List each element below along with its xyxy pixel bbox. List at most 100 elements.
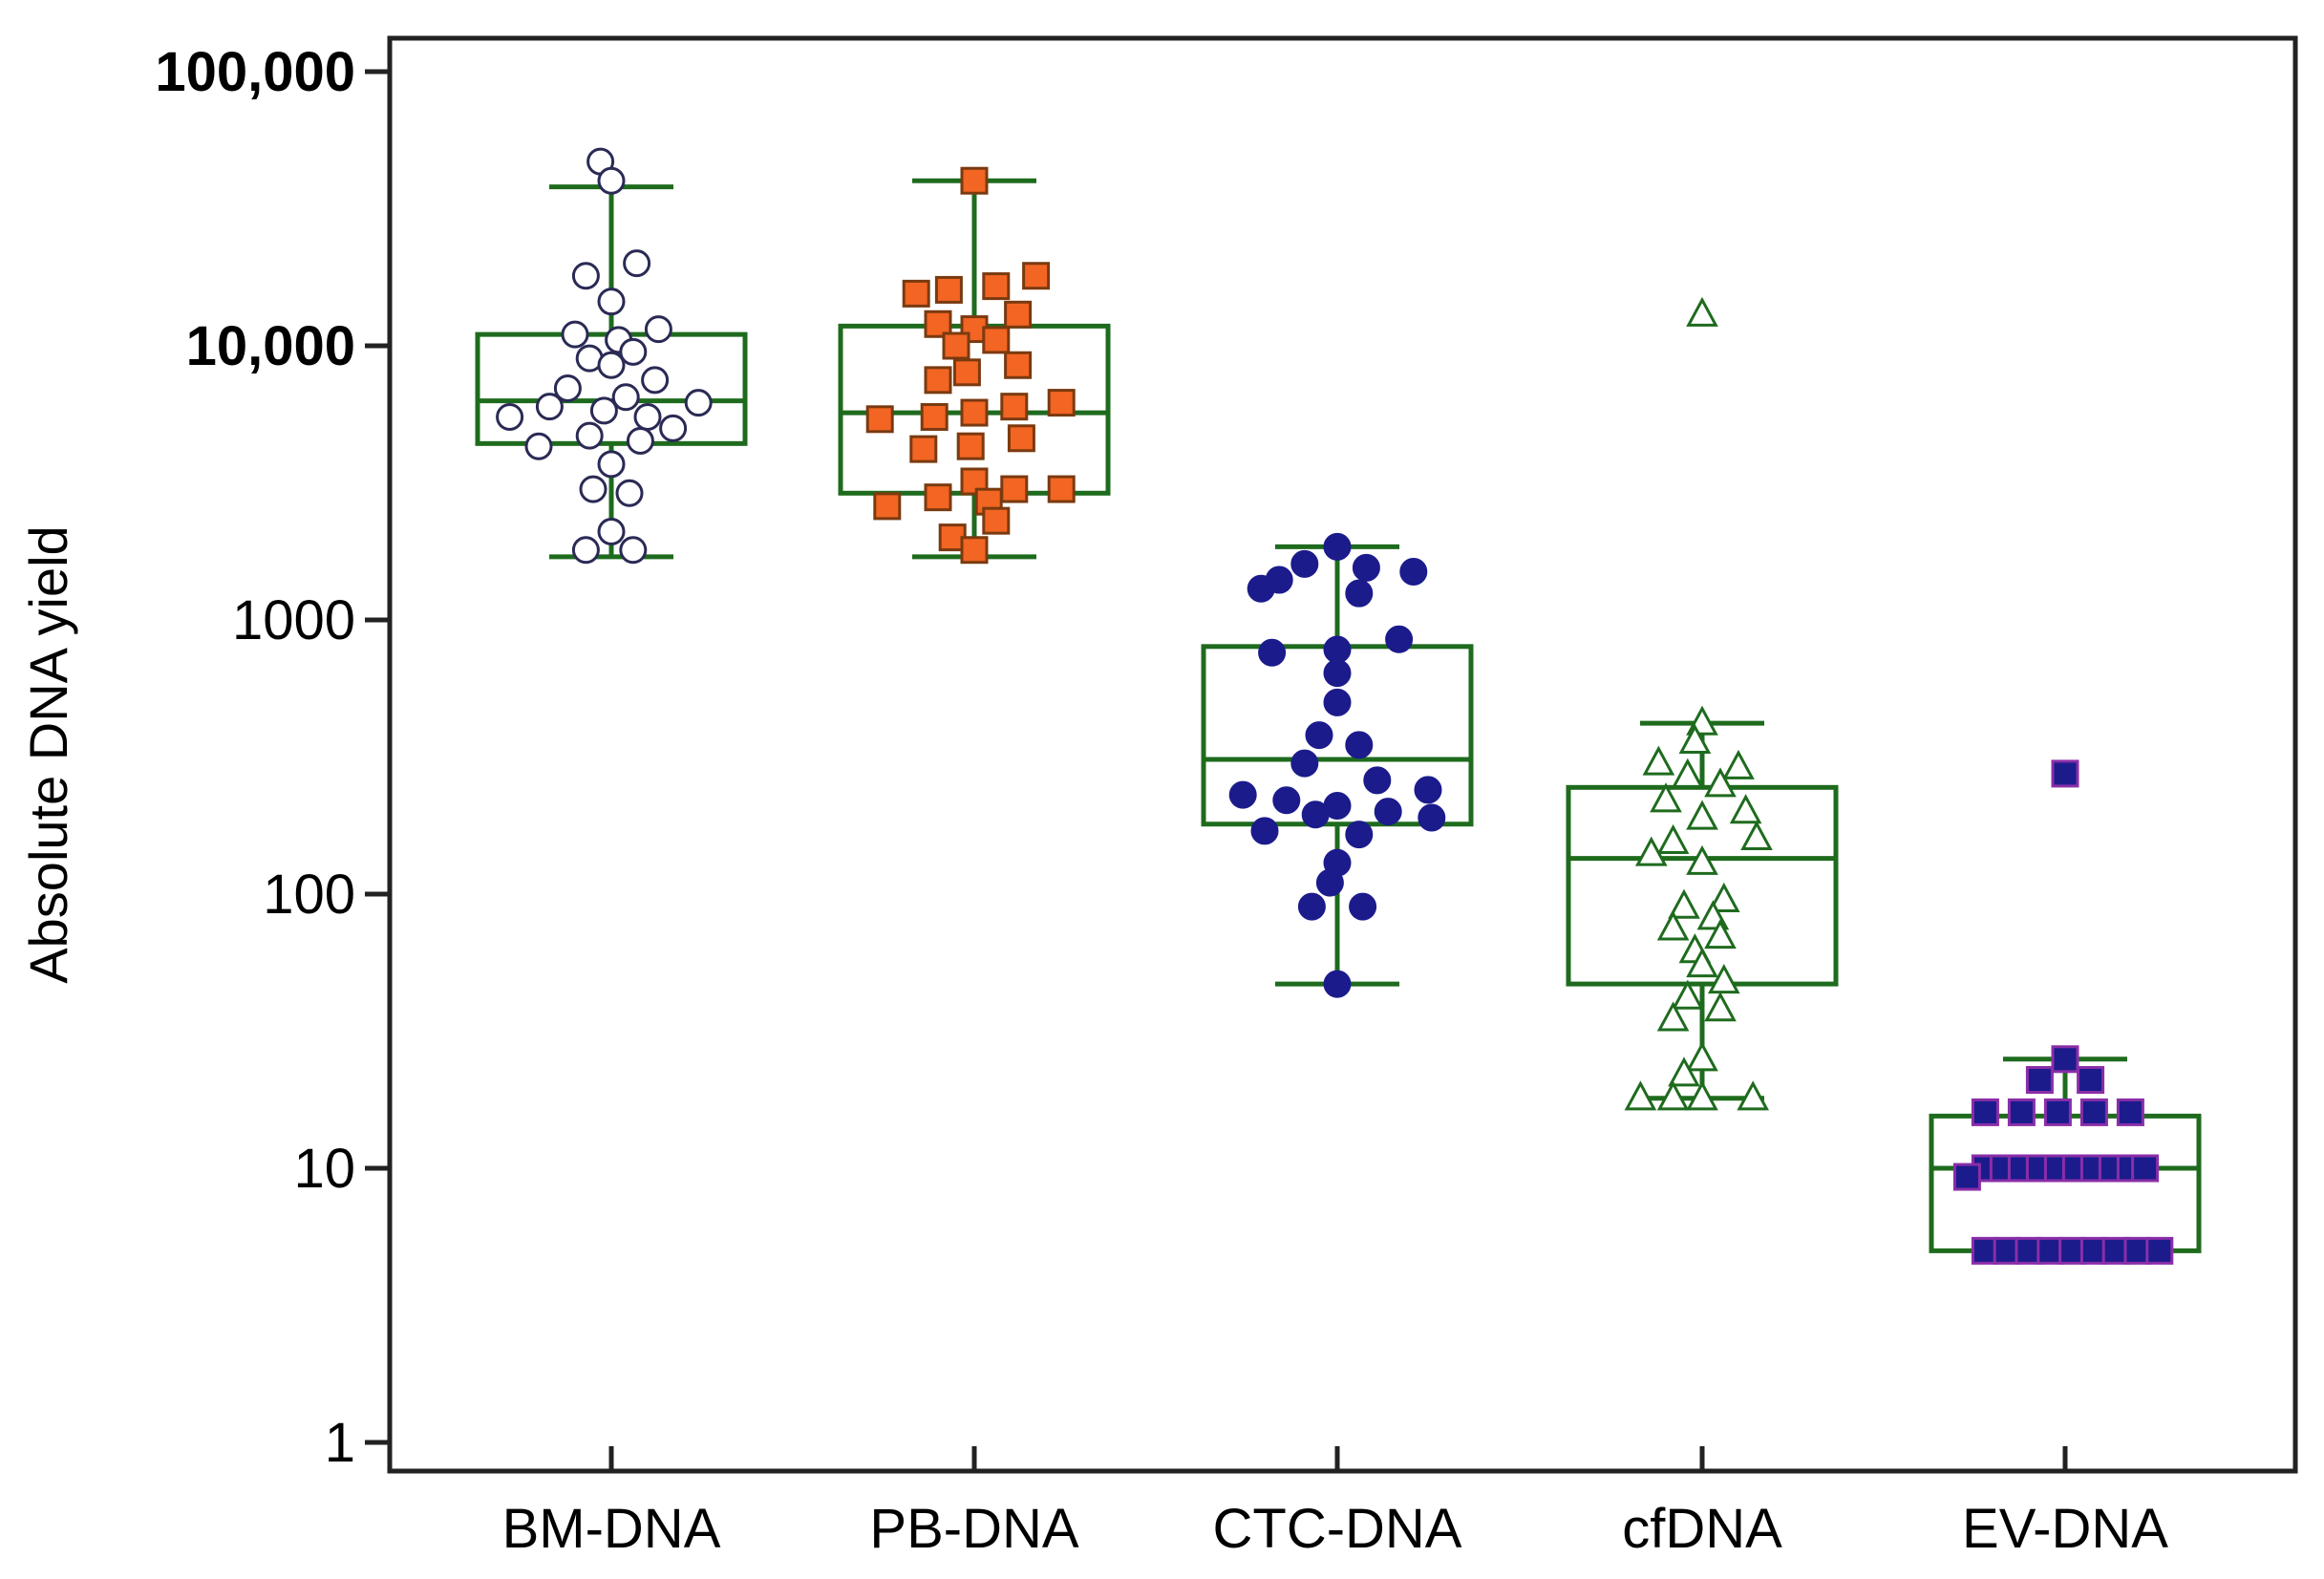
data-point — [1323, 688, 1352, 716]
data-point — [2025, 1066, 2054, 1095]
data-point — [2079, 1098, 2108, 1126]
y-tick-label: 1 — [325, 1412, 355, 1474]
data-point — [909, 435, 938, 463]
data-point — [1022, 262, 1051, 290]
data-point — [2077, 1066, 2105, 1095]
data-point — [1656, 1080, 1690, 1111]
data-point — [1686, 1080, 1718, 1111]
data-point — [920, 403, 949, 432]
data-point — [960, 398, 989, 427]
data-point — [597, 288, 626, 316]
data-point — [597, 166, 626, 195]
data-point — [1301, 800, 1330, 829]
data-point — [960, 166, 989, 195]
data-point — [1418, 803, 1446, 832]
data-point — [597, 518, 626, 546]
data-point — [641, 366, 670, 395]
data-point — [2131, 1154, 2160, 1183]
data-point — [1272, 786, 1301, 815]
data-point — [644, 315, 672, 344]
data-point — [952, 358, 981, 387]
points-ctc-dna — [1228, 532, 1446, 998]
data-point — [1250, 817, 1279, 845]
x-tick-label: BM-DNA — [502, 1498, 721, 1560]
data-point — [1686, 800, 1718, 830]
data-point — [1315, 868, 1344, 897]
data-point — [982, 506, 1011, 535]
data-point — [934, 275, 963, 304]
data-point — [1345, 821, 1374, 849]
data-point — [1374, 798, 1402, 826]
data-point — [1258, 638, 1287, 667]
data-point — [1678, 723, 1712, 754]
x-tick-label: cfDNA — [1622, 1498, 1782, 1560]
y-axis: 100,000 10,000 1000 100 10 1 BM-DNA PB-DNA CTC-D… — [155, 41, 2168, 1560]
data-point — [1722, 749, 1755, 779]
data-point — [579, 475, 608, 503]
data-point — [1247, 574, 1275, 603]
data-point — [1656, 1001, 1690, 1032]
data-point — [553, 373, 582, 402]
data-point — [1650, 782, 1682, 813]
data-point — [956, 432, 985, 460]
outlier-point — [1686, 296, 1718, 327]
y-tick-label: 10 — [293, 1138, 355, 1200]
data-point — [982, 326, 1011, 354]
data-point — [1671, 757, 1704, 788]
y-tick-label: 100,000 — [155, 41, 355, 103]
data-point — [1668, 888, 1700, 919]
data-point — [1704, 992, 1737, 1022]
data-point — [1686, 1041, 1718, 1072]
data-point — [1305, 721, 1333, 750]
data-point — [1323, 532, 1352, 561]
x-tick-label: EV-DNA — [1962, 1498, 2168, 1560]
outlier-point — [2051, 759, 2079, 788]
data-point — [1971, 1098, 1999, 1126]
data-point — [1323, 659, 1352, 688]
x-tick-label: PB-DNA — [869, 1498, 1078, 1560]
data-point — [2007, 1098, 2036, 1126]
data-point — [2145, 1236, 2174, 1265]
data-point — [1345, 579, 1374, 608]
data-point — [2116, 1098, 2144, 1126]
data-point — [2043, 1098, 2072, 1126]
data-point — [1686, 844, 1718, 875]
data-point — [1414, 776, 1442, 804]
points-bm-dna — [496, 147, 713, 565]
data-point — [1634, 836, 1668, 866]
data-point — [1047, 475, 1076, 503]
data-point — [597, 450, 626, 479]
data-point — [1656, 823, 1690, 854]
data-point — [633, 403, 662, 432]
data-point — [1000, 475, 1029, 503]
data-point — [1290, 549, 1319, 578]
data-point — [1385, 625, 1414, 653]
data-point — [1704, 767, 1737, 798]
data-point — [615, 479, 644, 507]
data-point — [1345, 731, 1374, 759]
data-point — [1000, 393, 1029, 421]
data-point — [1668, 1056, 1700, 1087]
data-point — [1737, 1080, 1770, 1111]
data-point — [1686, 948, 1718, 978]
data-point — [1707, 964, 1740, 994]
y-tick-label: 10,000 — [186, 315, 355, 377]
data-point — [1007, 424, 1035, 453]
plot-frame — [387, 35, 2298, 1474]
data-point — [1004, 351, 1033, 379]
points-cfdna — [1624, 296, 1773, 1111]
data-point — [1656, 910, 1690, 941]
data-point — [942, 331, 970, 360]
data-point — [611, 383, 640, 412]
data-point — [1707, 882, 1740, 913]
data-point — [571, 536, 600, 565]
points-ev-dna — [1952, 759, 2174, 1265]
data-point — [619, 536, 648, 565]
data-point — [2051, 1045, 2079, 1074]
data-point — [1363, 766, 1392, 795]
y-tick-label: 1000 — [232, 589, 355, 651]
data-point — [1952, 1163, 1981, 1191]
data-point — [626, 427, 654, 456]
data-point — [575, 421, 604, 450]
